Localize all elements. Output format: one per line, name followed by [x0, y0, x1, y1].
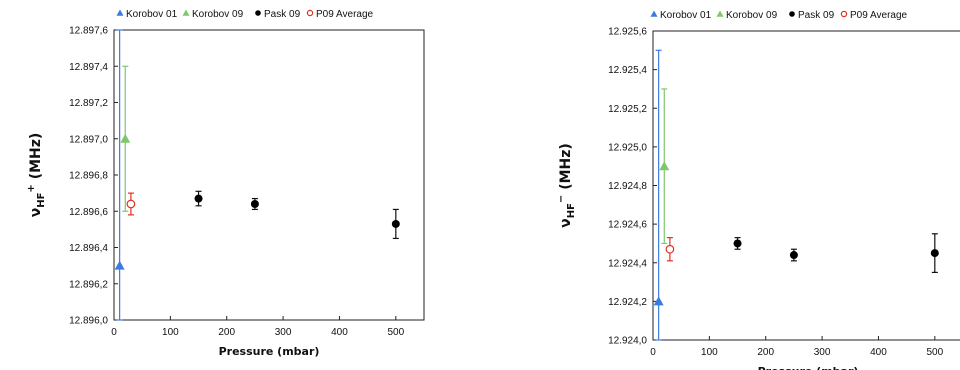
series-p09-average: [126, 192, 136, 216]
data-point: [659, 161, 670, 171]
legend-marker: [650, 10, 658, 17]
chart-panel-1: 12.896,0 12.896,2 12.896,4 12.896,6 12.896,8…: [26, 9, 425, 358]
chart-panel-2: 12.924,0 12.924,2 12.924,4 12.924,6 12.924,8…: [556, 10, 960, 370]
y-tick-label: 12.897,6: [69, 26, 108, 37]
data-point: [930, 249, 939, 258]
x-tick-label: 200: [757, 347, 774, 358]
data-point: [120, 133, 131, 143]
y-tick-label: 12.896,4: [69, 243, 108, 254]
series-korobov-01: [653, 49, 664, 341]
legend-marker: [789, 11, 795, 17]
x-tick-label: 500: [926, 347, 943, 358]
x-tick-label: 300: [814, 347, 831, 358]
data-point: [733, 239, 742, 248]
y-axis-label: νHF− (MHz): [556, 143, 577, 228]
legend-label: P09 Average: [850, 10, 908, 21]
y-tick-label: 12.925,0: [608, 142, 647, 153]
series-korobov-09: [659, 88, 670, 245]
legend: Korobov 01 Korobov 09 Pask 09 P09 Average: [650, 10, 908, 21]
data-point: [250, 200, 259, 208]
x-tick-label: 500: [387, 327, 404, 338]
legend-label: Korobov 01: [126, 9, 178, 20]
y-tick-label: 12.925,6: [608, 27, 647, 38]
legend-marker: [306, 9, 314, 17]
y-tick-label: 12.924,6: [608, 220, 647, 231]
y-tick-label: 12.924,8: [608, 181, 647, 192]
data-point: [114, 260, 125, 270]
x-tick-label: 400: [870, 347, 887, 358]
legend-label: Korobov 01: [660, 10, 712, 21]
series-pask-09: [194, 190, 400, 240]
y-tick-label: 12.896,2: [69, 279, 108, 290]
legend-label: P09 Average: [316, 9, 374, 20]
legend-marker: [255, 10, 261, 16]
y-tick-label: 12.897,4: [69, 62, 108, 73]
y-tick-label: 12.924,2: [608, 297, 647, 308]
y-axis-label: νHF+ (MHz): [26, 133, 47, 218]
x-tick-label: 100: [162, 327, 179, 338]
x-tick-label: 0: [650, 347, 656, 358]
y-tick-label: 12.924,0: [608, 336, 647, 347]
data-point: [126, 199, 136, 209]
data-point: [194, 194, 203, 203]
data-point: [665, 244, 675, 254]
series-pask-09: [733, 233, 939, 274]
y-tick-label: 12.896,0: [69, 316, 108, 327]
series-korobov-01: [114, 29, 125, 321]
x-axis-label: Pressure (mbar): [758, 365, 859, 370]
data-point: [789, 251, 798, 260]
plot-frame: [113, 29, 425, 321]
x-tick-label: 200: [218, 327, 235, 338]
legend-label: Pask 09: [264, 9, 301, 20]
series-p09-average: [665, 237, 675, 262]
y-tick-label: 12.896,6: [69, 207, 108, 218]
legend-marker: [840, 10, 848, 18]
legend-marker: [116, 9, 124, 16]
plot-frame: [652, 30, 960, 341]
data-point: [653, 296, 664, 306]
y-tick-label: 12.897,0: [69, 134, 108, 145]
y-tick-label: 12.925,4: [608, 65, 647, 76]
y-tick-label: 12.925,2: [608, 104, 647, 115]
legend-marker: [182, 9, 190, 16]
x-tick-label: 400: [331, 327, 348, 338]
y-tick-label: 12.897,2: [69, 98, 108, 109]
data-point: [391, 219, 400, 228]
x-axis-label: Pressure (mbar): [219, 345, 320, 358]
series-korobov-09: [120, 65, 131, 212]
legend-label: Korobov 09: [726, 10, 778, 21]
legend-marker: [716, 10, 724, 17]
legend-label: Korobov 09: [192, 9, 244, 20]
x-tick-label: 0: [111, 327, 117, 338]
x-tick-label: 100: [701, 347, 718, 358]
x-tick-label: 300: [275, 327, 292, 338]
y-tick-label: 12.924,4: [608, 258, 647, 269]
y-tick-label: 12.896,8: [69, 171, 108, 182]
legend-label: Pask 09: [798, 10, 835, 21]
legend: Korobov 01 Korobov 09 Pask 09 P09 Average: [116, 9, 374, 20]
